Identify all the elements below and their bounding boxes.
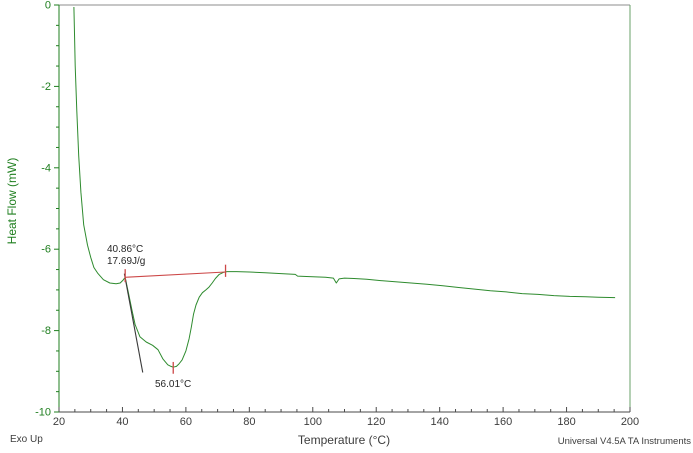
y-tick-label: 0	[45, 0, 51, 12]
peak-temperature-annotation: 56.01°C	[155, 379, 192, 390]
x-tick-label: 180	[557, 416, 575, 428]
y-tick-label: -2	[41, 81, 51, 93]
onset-temperature-annotation: 40.86°C	[107, 244, 144, 255]
x-tick-label: 80	[243, 416, 255, 428]
onset-tangent-line	[123, 273, 144, 373]
x-tick-label: 100	[304, 416, 322, 428]
x-tick-label: 40	[116, 416, 128, 428]
exo-up-note: Exo Up	[10, 434, 43, 445]
instrument-credit: Universal V4.5A TA Instruments	[557, 436, 691, 447]
x-tick-label: 160	[494, 416, 512, 428]
x-tick-label: 20	[53, 416, 65, 428]
y-tick-label: -10	[35, 407, 51, 419]
x-tick-label: 120	[367, 416, 385, 428]
y-tick-label: -6	[41, 244, 51, 256]
x-tick-label: 140	[430, 416, 448, 428]
x-tick-label: 60	[180, 416, 192, 428]
x-axis-title: Temperature (°C)	[297, 433, 391, 447]
heat-flow-curve	[73, 6, 616, 368]
y-tick-label: -8	[41, 325, 51, 337]
onset-enthalpy-annotation: 17.69J/g	[107, 256, 146, 267]
y-tick-label: -4	[41, 162, 51, 174]
integration-baseline	[125, 271, 226, 278]
y-axis-title: Heat Flow (mW)	[5, 157, 19, 245]
x-tick-label: 200	[621, 416, 639, 428]
